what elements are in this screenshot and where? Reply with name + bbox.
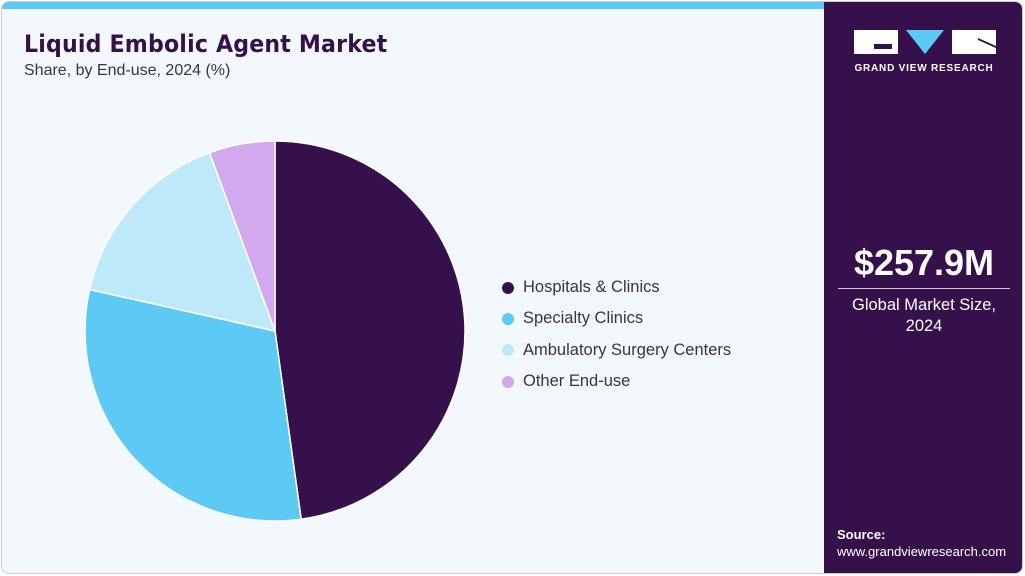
source-link[interactable]: www.grandviewresearch.com bbox=[837, 544, 1007, 559]
grand-view-research-logo-icon bbox=[854, 30, 996, 54]
chart-subtitle: Share, by End-use, 2024 (%) bbox=[24, 62, 231, 79]
legend-dot-icon bbox=[502, 281, 514, 294]
source-heading: Source: bbox=[837, 527, 886, 542]
legend-label: Specialty Clinics bbox=[523, 309, 644, 328]
accent-bar bbox=[2, 2, 824, 9]
legend: Hospitals & Clinics Specialty Clinics Am… bbox=[502, 272, 731, 397]
legend-item-other: Other End-use bbox=[502, 366, 731, 397]
sidebar-panel: GRAND VIEW RESEARCH $257.9M Global Marke… bbox=[824, 2, 1022, 573]
pie-slice-specialty-clinics bbox=[84, 288, 303, 522]
market-size-label-line2: 2024 bbox=[905, 317, 943, 335]
legend-label: Other End-use bbox=[523, 372, 631, 391]
legend-item-hospitals: Hospitals & Clinics bbox=[502, 272, 731, 303]
pie-chart bbox=[84, 140, 466, 522]
market-size-label: Global Market Size, 2024 bbox=[824, 295, 1022, 337]
legend-label: Hospitals & Clinics bbox=[523, 278, 660, 297]
legend-dot-icon bbox=[502, 344, 514, 357]
pie-slice-other-end-use bbox=[208, 140, 276, 332]
pie-slice-ambulatory-surgery-centers bbox=[88, 151, 277, 333]
legend-dot-icon bbox=[502, 312, 514, 325]
legend-label: Ambulatory Surgery Centers bbox=[523, 340, 732, 359]
legend-dot-icon bbox=[502, 375, 514, 388]
chart-title: Liquid Embolic Agent Market bbox=[24, 30, 388, 58]
market-size-value: $257.9M bbox=[853, 242, 995, 283]
market-size-label-line1: Global Market Size, bbox=[852, 296, 996, 314]
pie-slice-hospitals-clinics bbox=[274, 140, 466, 521]
brand-name: GRAND VIEW RESEARCH bbox=[854, 63, 994, 74]
legend-item-ambulatory: Ambulatory Surgery Centers bbox=[502, 335, 731, 366]
divider bbox=[838, 288, 1010, 289]
legend-item-specialty: Specialty Clinics bbox=[502, 303, 731, 334]
